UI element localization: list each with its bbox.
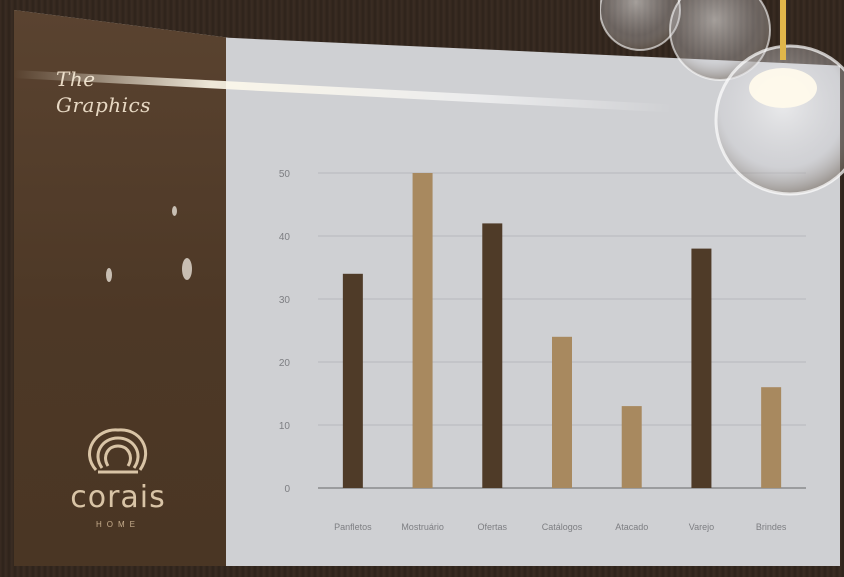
- bar: [482, 223, 503, 488]
- bar: [552, 336, 572, 488]
- y-tick-label: 20: [279, 358, 291, 369]
- presentation-screen: The Graphics corais HOME 0 10 20 30 40 50 Panf…: [14, 10, 840, 566]
- bar: [621, 406, 642, 488]
- logo-wordmark: corais: [70, 480, 166, 515]
- y-tick-label: 10: [279, 421, 291, 432]
- y-tick-label: 40: [279, 232, 291, 243]
- sidebar-title-line2: Graphics: [56, 93, 152, 117]
- sparkle-decoration: [172, 206, 177, 216]
- sidebar-panel: The Graphics corais HOME: [14, 10, 226, 566]
- x-tick-label: Mostruário: [401, 522, 444, 532]
- bar: [342, 273, 363, 488]
- y-tick-label: 30: [279, 295, 291, 306]
- y-tick-label: 0: [284, 484, 290, 495]
- x-tick-label: Atacado: [615, 522, 648, 532]
- sparkle-decoration: [106, 268, 112, 282]
- shell-logo-icon: [88, 428, 147, 474]
- chart-canvas: 0 10 20 30 40 50 Panfletos Mostruário Ofertas Cat…: [279, 169, 806, 532]
- bar: [412, 173, 433, 488]
- x-tick-label: Varejo: [689, 522, 714, 532]
- x-tick-label: Panfletos: [334, 522, 372, 532]
- x-tick-label: Catálogos: [542, 522, 583, 532]
- bar: [691, 248, 712, 488]
- logo-subtitle: HOME: [96, 520, 140, 529]
- bar: [761, 387, 782, 488]
- sparkle-decoration: [182, 258, 192, 280]
- bar-chart: 0 10 20 30 40 50 Panfletos Mostruário Ofertas Cat…: [226, 10, 840, 566]
- y-tick-label: 50: [279, 169, 291, 180]
- x-tick-label: Ofertas: [478, 522, 508, 532]
- x-tick-label: Brindes: [756, 522, 787, 532]
- brand-logo: corais HOME: [58, 422, 178, 532]
